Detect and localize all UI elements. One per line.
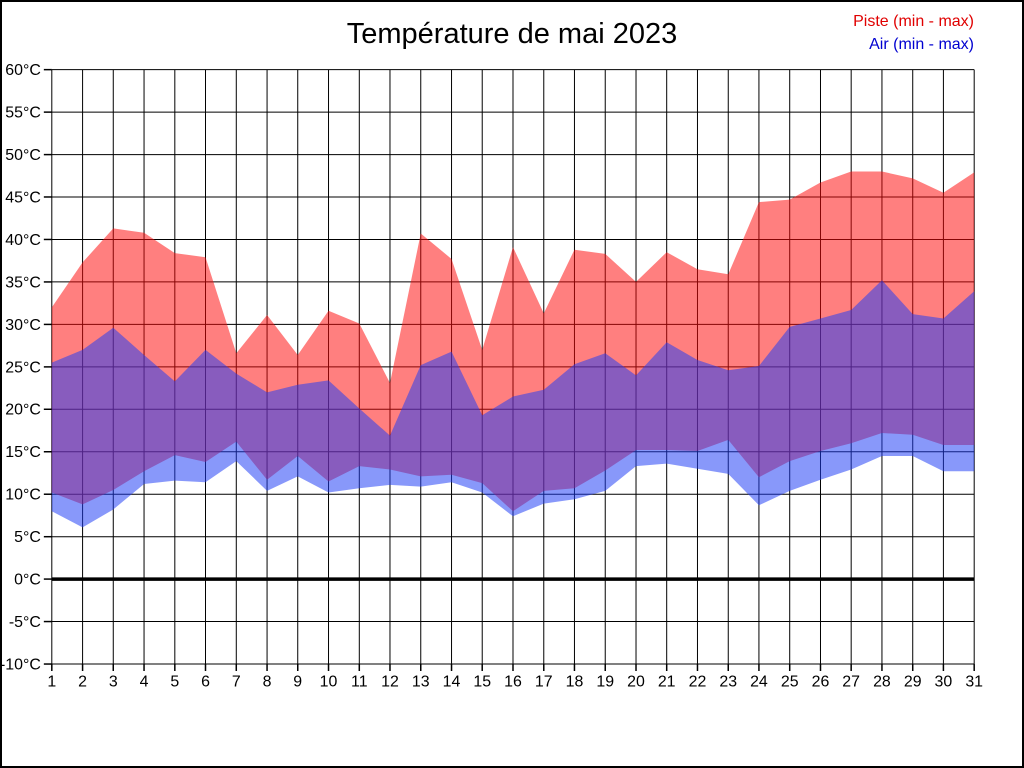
svg-text:21: 21 [658,673,676,690]
svg-text:-10°C: -10°C [2,657,41,674]
svg-text:12: 12 [381,673,399,690]
svg-text:25: 25 [781,673,799,690]
svg-text:1: 1 [47,673,56,690]
svg-text:45°C: 45°C [5,189,41,206]
svg-text:19: 19 [596,673,614,690]
svg-text:18: 18 [566,673,584,690]
svg-text:5°C: 5°C [14,529,41,546]
legend-air-label: Air (min - max) [869,36,974,53]
legend: Piste (min - max) Air (min - max) [853,10,974,56]
svg-text:8: 8 [263,673,272,690]
svg-text:27: 27 [842,673,860,690]
svg-text:25°C: 25°C [5,359,41,376]
svg-text:11: 11 [351,673,368,690]
svg-text:26: 26 [812,673,830,690]
svg-text:10°C: 10°C [5,487,41,504]
legend-piste-label: Piste (min - max) [853,13,974,30]
svg-text:15°C: 15°C [5,444,41,461]
svg-text:17: 17 [535,673,553,690]
svg-text:4: 4 [140,673,149,690]
svg-text:6: 6 [201,673,210,690]
svg-text:55°C: 55°C [5,105,41,122]
svg-text:-5°C: -5°C [9,614,41,631]
svg-text:30°C: 30°C [5,317,41,334]
svg-text:50°C: 50°C [5,147,41,164]
svg-text:22: 22 [689,673,707,690]
svg-text:60°C: 60°C [5,62,41,79]
svg-text:24: 24 [750,673,768,690]
svg-text:23: 23 [719,673,737,690]
svg-text:40°C: 40°C [5,232,41,249]
svg-text:2: 2 [78,673,87,690]
svg-text:16: 16 [504,673,522,690]
svg-text:13: 13 [412,673,430,690]
svg-text:20: 20 [627,673,645,690]
svg-text:0°C: 0°C [14,572,41,589]
svg-text:14: 14 [443,673,461,690]
svg-text:20°C: 20°C [5,402,41,419]
svg-text:30: 30 [935,673,953,690]
svg-text:9: 9 [293,673,302,690]
chart-title: Température de mai 2023 [346,18,678,50]
svg-text:15: 15 [473,673,491,690]
svg-text:10: 10 [320,673,338,690]
svg-text:5: 5 [170,673,179,690]
svg-text:31: 31 [965,673,983,690]
svg-text:29: 29 [904,673,922,690]
svg-text:35°C: 35°C [5,274,41,291]
svg-text:3: 3 [109,673,118,690]
svg-text:7: 7 [232,673,241,690]
svg-text:28: 28 [873,673,891,690]
